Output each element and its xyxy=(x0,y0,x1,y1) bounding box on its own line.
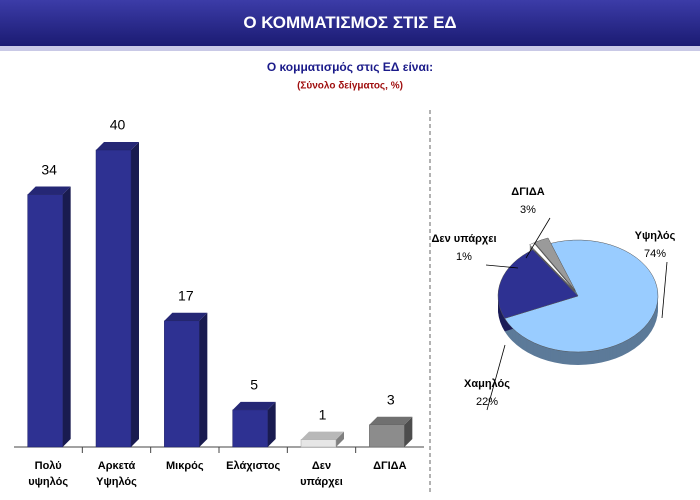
x-tick-label: Πολύ υψηλός xyxy=(28,460,69,488)
leader-line xyxy=(486,344,506,411)
pie-label: Δεν υπάρχει xyxy=(432,233,497,245)
bar-top xyxy=(369,416,413,425)
bar-side xyxy=(404,416,413,447)
bar-top xyxy=(96,142,139,150)
bar-side xyxy=(131,142,139,447)
chart-subtitle: (Σύνολο δείγματος, %) xyxy=(297,81,403,92)
leader-line xyxy=(485,264,519,269)
x-tick-label: ΔΓΙΔΑ xyxy=(373,460,407,472)
pie-slice xyxy=(534,237,576,291)
data-label: 1 xyxy=(319,406,327,422)
data-label: 5 xyxy=(250,377,258,393)
pie-label: Υψηλός xyxy=(635,230,676,242)
bar-side xyxy=(199,312,208,447)
data-label: 22% xyxy=(476,396,498,408)
bar xyxy=(164,320,200,448)
bar-top xyxy=(27,186,71,195)
data-label: 1% xyxy=(456,251,472,263)
bar xyxy=(300,439,337,448)
leader-line xyxy=(661,261,668,319)
bar-side xyxy=(62,186,71,448)
x-tick-label: Μικρός xyxy=(166,460,204,472)
pie-slice xyxy=(497,249,579,319)
bar-top xyxy=(232,401,276,410)
bar-top xyxy=(301,431,344,440)
data-label: 40 xyxy=(110,117,126,133)
pie-slice xyxy=(504,239,659,353)
bar xyxy=(95,149,132,448)
pie-slice xyxy=(529,242,575,292)
header-title: Ο ΚΟΜΜΑΤΙΣΜΟΣ ΣΤΙΣ ΕΔ xyxy=(0,0,700,51)
x-tick-label: Δεν υπάρχει xyxy=(300,460,343,488)
data-label: 17 xyxy=(178,287,194,303)
chart-title: Ο κομματισμός στις ΕΔ είναι: xyxy=(267,60,433,74)
x-tick-label: Ελάχιστος xyxy=(226,460,281,472)
leader-line xyxy=(525,217,551,259)
bar xyxy=(232,409,268,448)
bar-side xyxy=(267,401,276,447)
pie-label: Χαμηλός xyxy=(464,378,510,390)
data-label: 74% xyxy=(644,248,666,260)
pie-label: ΔΓΙΔΑ xyxy=(511,186,544,198)
bar-side xyxy=(336,431,344,447)
data-label: 3 xyxy=(387,391,395,407)
x-tick-label: Αρκετά Υψηλός xyxy=(96,460,137,488)
bar-top xyxy=(164,312,208,321)
data-label: 34 xyxy=(41,161,57,177)
bar xyxy=(369,424,405,448)
data-label: 3% xyxy=(520,204,536,216)
bar xyxy=(27,194,63,448)
